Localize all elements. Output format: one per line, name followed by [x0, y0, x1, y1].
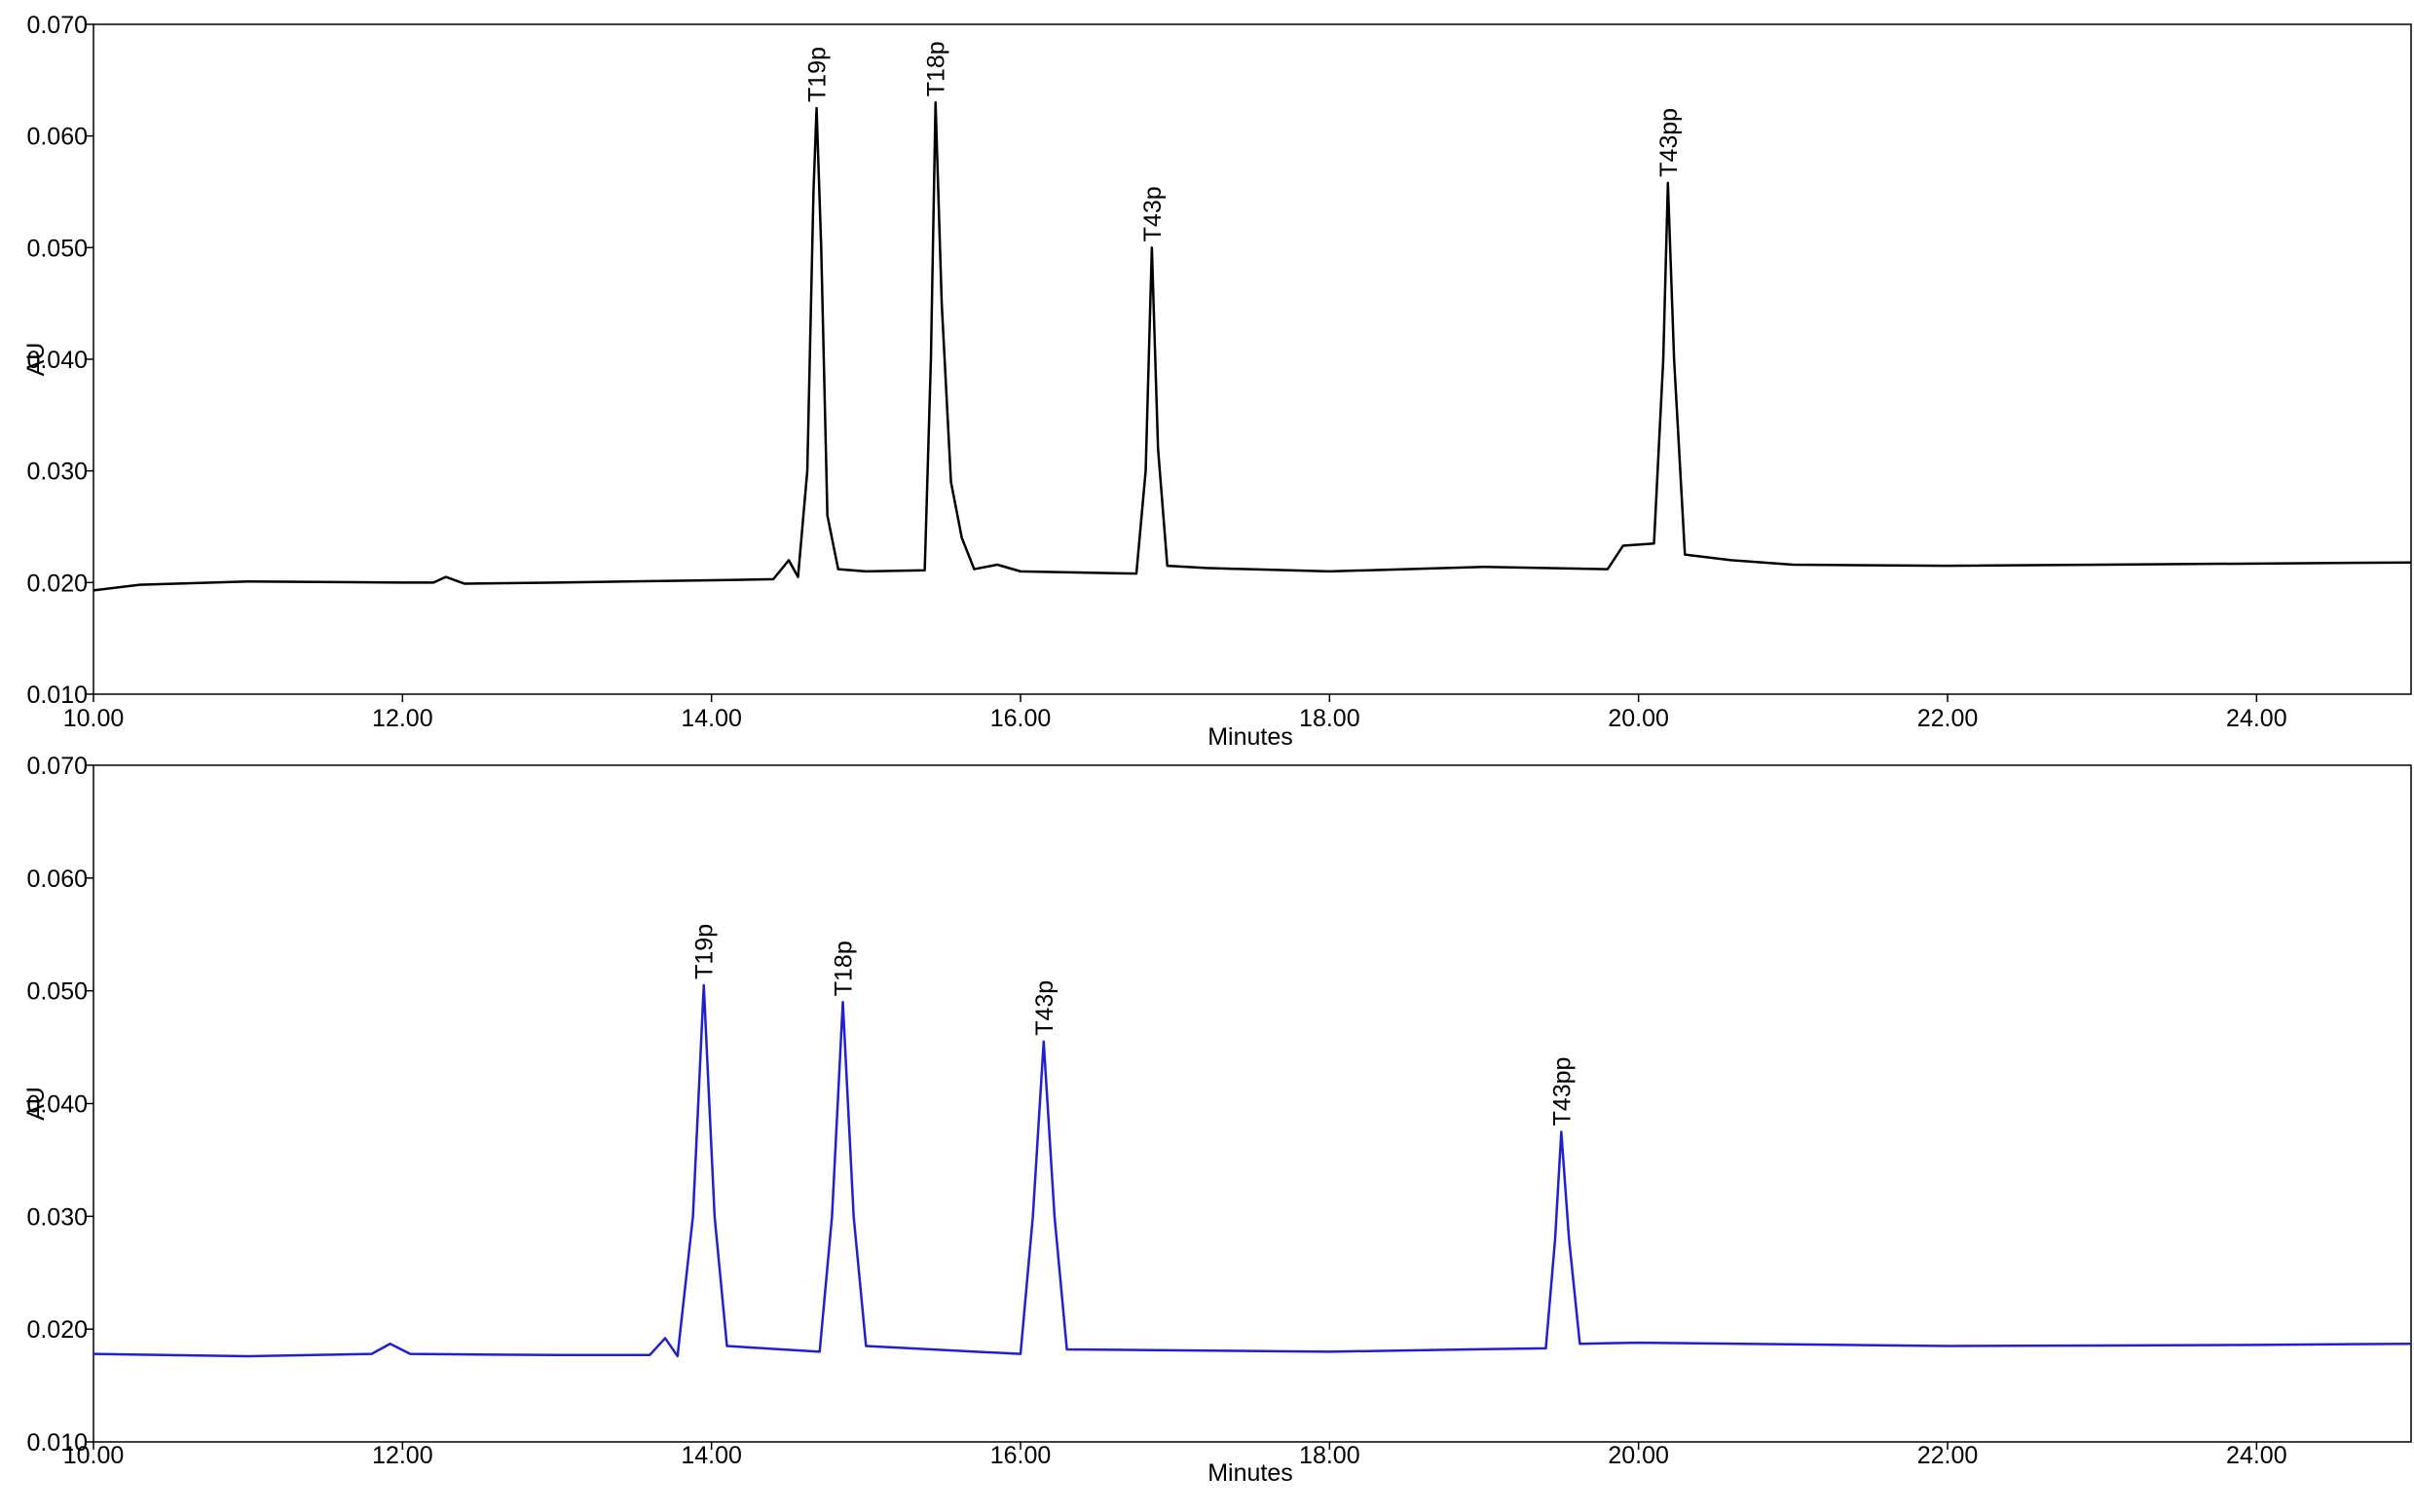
y-tick-label: 0.010: [26, 682, 88, 709]
x-tick-label: 16.00: [990, 705, 1052, 732]
x-tick-label: 10.00: [63, 705, 125, 732]
x-axis-label: Minutes: [1207, 723, 1293, 751]
y-tick-label: 0.050: [26, 235, 88, 262]
y-tick-label: 0.030: [26, 1203, 88, 1231]
x-tick-label: 16.00: [990, 1442, 1052, 1469]
plot-frame: [93, 23, 2412, 695]
y-tick-label: 0.060: [26, 124, 88, 151]
x-tick-label: 24.00: [2226, 705, 2287, 732]
x-tick-label: 20.00: [1608, 705, 1669, 732]
chart: 0.010 0.020 0.030 0.040 0.050 0.060 0.070 10.00…: [22, 12, 2412, 751]
y-tick-label: 0.040: [26, 1091, 88, 1119]
y-tick-label: 0.060: [26, 866, 88, 893]
peak-label: T43pp: [1655, 108, 1683, 177]
peak-label: T43p: [1031, 980, 1058, 1036]
trace: [93, 983, 2412, 1358]
x-tick-label: 20.00: [1608, 1442, 1669, 1469]
x-tick-label: 18.00: [1299, 705, 1360, 732]
y-axis-label: AU: [22, 343, 50, 377]
x-tick-label: 24.00: [2226, 1442, 2287, 1469]
chart: 0.010 0.020 0.030 0.040 0.050 0.060 0.070 10.00…: [22, 753, 2412, 1487]
x-axis-label: Minutes: [1207, 1459, 1293, 1487]
trace: [93, 101, 2412, 592]
x-tick-label: 12.00: [372, 1442, 433, 1469]
peak-label: T18p: [923, 41, 950, 96]
x-tick-label: 14.00: [681, 1442, 742, 1469]
x-tick-label: 14.00: [681, 705, 742, 732]
x-tick-label: 22.00: [1917, 705, 1979, 732]
y-tick-label: 0.040: [26, 347, 88, 374]
plot-frame: [93, 764, 2412, 1443]
x-tick-label: 12.00: [372, 705, 433, 732]
y-tick-label: 0.010: [26, 1429, 88, 1457]
y-tick-label: 0.070: [26, 753, 88, 780]
y-tick-label: 0.050: [26, 978, 88, 1006]
y-tick-label: 0.070: [26, 12, 88, 39]
x-tick-label: 22.00: [1917, 1442, 1979, 1469]
peak-label: T19p: [804, 47, 832, 102]
y-tick-label: 0.020: [26, 1316, 88, 1344]
x-tick-label: 10.00: [63, 1442, 125, 1469]
peak-label: T19p: [691, 924, 719, 979]
y-tick-label: 0.020: [26, 570, 88, 597]
peak-label: T18p: [831, 940, 858, 996]
y-axis-label: AU: [22, 1087, 50, 1121]
y-tick-label: 0.030: [26, 459, 88, 486]
peak-label: T43pp: [1548, 1057, 1576, 1126]
x-tick-label: 18.00: [1299, 1442, 1360, 1469]
peak-label: T43p: [1139, 186, 1167, 241]
